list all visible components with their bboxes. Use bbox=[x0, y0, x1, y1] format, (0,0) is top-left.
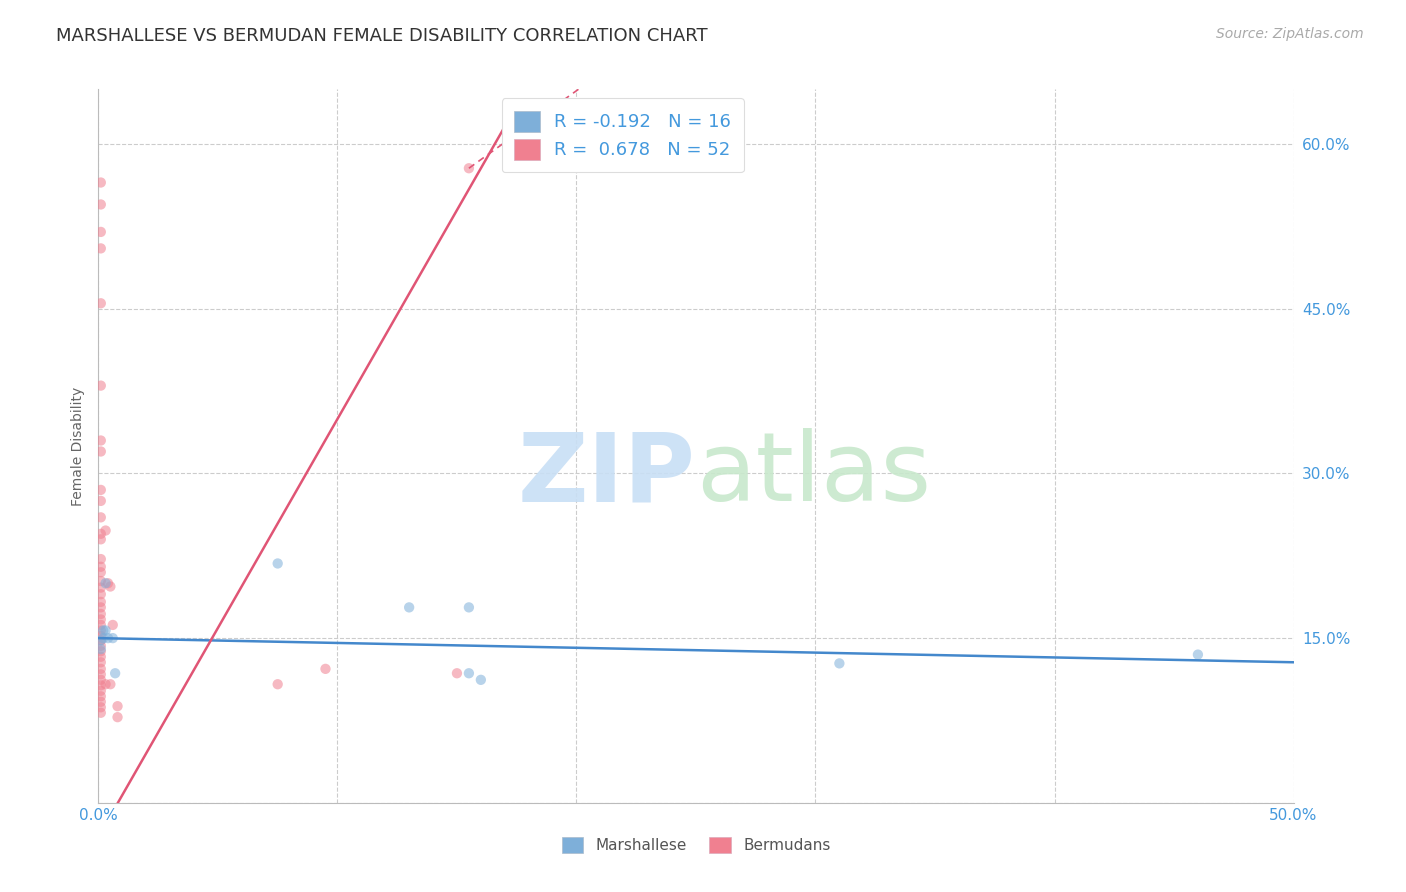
Text: Source: ZipAtlas.com: Source: ZipAtlas.com bbox=[1216, 27, 1364, 41]
Point bbox=[90, 639, 112, 653]
Point bbox=[101, 631, 124, 645]
Point bbox=[90, 649, 112, 664]
Y-axis label: Female Disability: Female Disability bbox=[70, 386, 84, 506]
Point bbox=[94, 677, 117, 691]
Point bbox=[97, 631, 120, 645]
Point bbox=[90, 662, 112, 676]
Point bbox=[104, 666, 127, 681]
Point bbox=[107, 710, 129, 724]
Point bbox=[458, 161, 481, 176]
Point bbox=[90, 197, 112, 211]
Point bbox=[90, 655, 112, 669]
Point bbox=[315, 662, 337, 676]
Point bbox=[98, 677, 122, 691]
Text: MARSHALLESE VS BERMUDAN FEMALE DISABILITY CORRELATION CHART: MARSHALLESE VS BERMUDAN FEMALE DISABILIT… bbox=[56, 27, 707, 45]
Point bbox=[267, 557, 290, 571]
Point bbox=[90, 241, 112, 255]
Point bbox=[94, 624, 117, 638]
Point bbox=[267, 677, 290, 691]
Point bbox=[94, 524, 117, 538]
Point bbox=[90, 612, 112, 626]
Text: ZIP: ZIP bbox=[517, 428, 696, 521]
Point bbox=[94, 576, 117, 591]
Point bbox=[90, 644, 112, 658]
Point bbox=[90, 526, 112, 541]
Point bbox=[90, 633, 112, 648]
Point bbox=[90, 595, 112, 609]
Point bbox=[1187, 648, 1209, 662]
Point bbox=[90, 667, 112, 681]
Point bbox=[90, 629, 112, 643]
Point bbox=[90, 434, 112, 448]
Point bbox=[90, 633, 112, 648]
Point bbox=[90, 618, 112, 632]
Point bbox=[98, 580, 122, 594]
Point bbox=[90, 624, 112, 638]
Point bbox=[90, 510, 112, 524]
Point bbox=[90, 700, 112, 714]
Point bbox=[90, 533, 112, 547]
Point bbox=[828, 657, 851, 671]
Point bbox=[90, 695, 112, 709]
Point bbox=[90, 494, 112, 508]
Point bbox=[458, 600, 481, 615]
Text: atlas: atlas bbox=[696, 428, 931, 521]
Point bbox=[90, 683, 112, 698]
Point bbox=[107, 699, 129, 714]
Point bbox=[90, 483, 112, 497]
Point bbox=[470, 673, 492, 687]
Point bbox=[90, 587, 112, 601]
Point bbox=[458, 666, 481, 681]
Point bbox=[398, 600, 420, 615]
Point bbox=[90, 607, 112, 621]
Point bbox=[90, 225, 112, 239]
Point bbox=[90, 566, 112, 580]
Point bbox=[91, 624, 114, 638]
Point bbox=[101, 618, 124, 632]
Point bbox=[91, 631, 114, 645]
Point bbox=[90, 581, 112, 595]
Point bbox=[90, 552, 112, 566]
Point bbox=[90, 296, 112, 310]
Point bbox=[90, 673, 112, 687]
Point bbox=[446, 666, 468, 681]
Legend: Marshallese, Bermudans: Marshallese, Bermudans bbox=[555, 831, 837, 859]
Point bbox=[90, 706, 112, 720]
Point bbox=[90, 678, 112, 692]
Point bbox=[90, 444, 112, 458]
Point bbox=[90, 574, 112, 588]
Point bbox=[90, 600, 112, 615]
Point bbox=[90, 559, 112, 574]
Point bbox=[97, 576, 120, 591]
Point bbox=[90, 690, 112, 704]
Point bbox=[90, 378, 112, 392]
Point bbox=[90, 642, 112, 657]
Point bbox=[90, 176, 112, 190]
